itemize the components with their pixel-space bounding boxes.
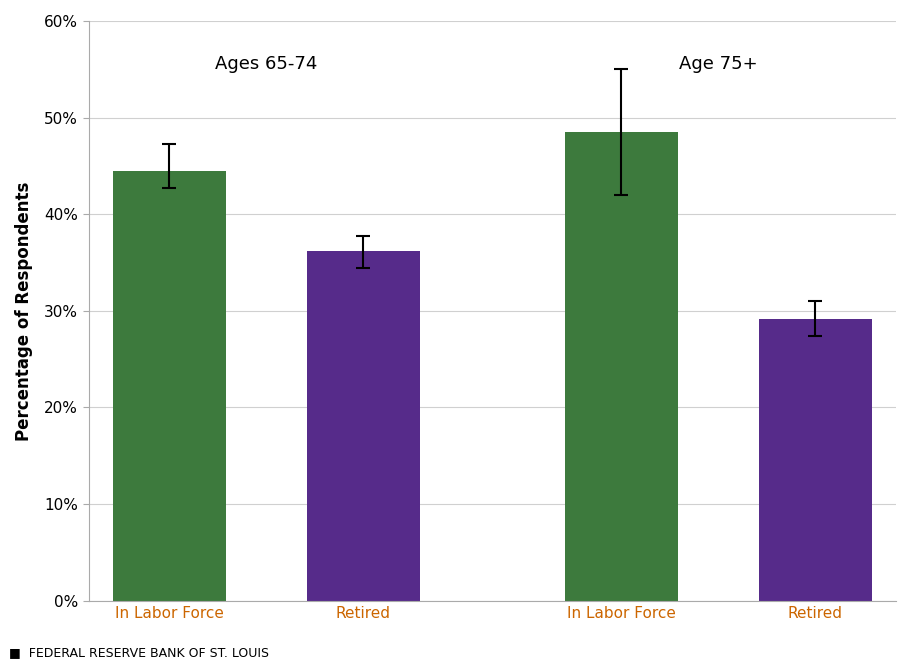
Bar — [113, 171, 226, 600]
Bar — [306, 251, 420, 600]
Bar — [759, 318, 872, 600]
Text: Age 75+: Age 75+ — [679, 55, 758, 73]
Text: ■  FEDERAL RESERVE BANK OF ST. LOUIS: ■ FEDERAL RESERVE BANK OF ST. LOUIS — [9, 645, 269, 659]
Bar — [565, 132, 678, 600]
Y-axis label: Percentage of Respondents: Percentage of Respondents — [15, 181, 33, 440]
Text: Ages 65-74: Ages 65-74 — [215, 55, 317, 73]
